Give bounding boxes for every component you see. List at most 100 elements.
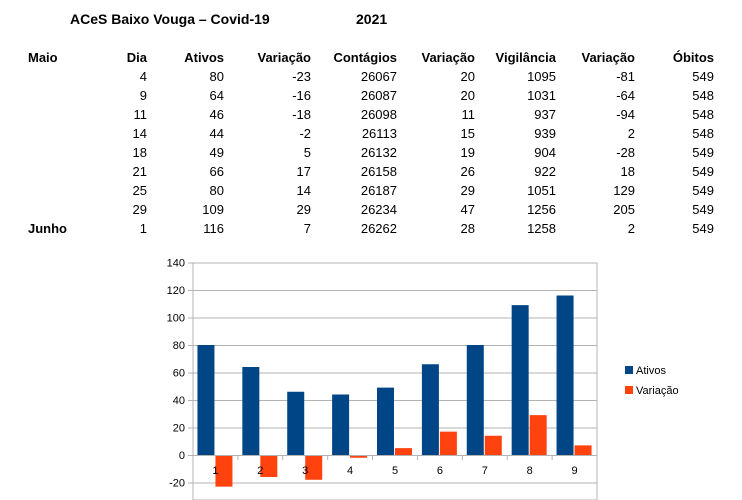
- bar-ativos: [421, 364, 439, 455]
- table-cell: 1051: [527, 183, 556, 198]
- table-cell: 28: [460, 221, 475, 236]
- column-header: Óbitos: [672, 50, 714, 65]
- table-cell: 25: [132, 183, 147, 198]
- x-tick-label: 4: [347, 465, 353, 477]
- data-table: Maio Dia Ativos Variação Contágios Varia…: [28, 48, 714, 238]
- table-cell: 14: [296, 183, 311, 198]
- bar-ativos: [377, 387, 394, 455]
- y-tick-label: 0: [179, 450, 185, 462]
- table-cell: 26187: [360, 183, 397, 198]
- table-cell: 26234: [360, 202, 397, 217]
- table-cell: 129: [613, 183, 635, 198]
- table-cell: 1095: [527, 69, 556, 84]
- x-tick-label: 9: [571, 465, 577, 477]
- table-cell: 26098: [360, 107, 397, 122]
- table-cell: 7: [303, 221, 311, 236]
- table-cell: -23: [292, 69, 311, 84]
- table-row: 14 44 -2 26113 15 939 2 548: [28, 124, 714, 143]
- table-row: 21 66 17 26158 26 922 18 549: [28, 162, 714, 181]
- column-header: Variação: [257, 50, 312, 65]
- table-cell: 18: [620, 164, 635, 179]
- sheet-title: ACeS Baixo Vouga – Covid-19: [70, 11, 270, 27]
- bar-variacao: [215, 455, 233, 487]
- x-tick-label: 5: [392, 465, 398, 477]
- table-cell: -18: [292, 107, 311, 122]
- table-cell: 11: [461, 107, 476, 122]
- x-tick-label: 1: [212, 465, 218, 477]
- table-cell: 26262: [360, 221, 397, 236]
- x-tick-label: 6: [437, 465, 443, 477]
- column-header: Variação: [581, 50, 636, 65]
- table-cell: 1258: [527, 221, 556, 236]
- table-cell: 2: [627, 221, 635, 236]
- table-cell: 1031: [527, 88, 556, 103]
- sheet-year: 2021: [356, 11, 388, 27]
- table-cell: 116: [203, 221, 224, 236]
- table-cell: 549: [692, 221, 714, 236]
- table-cell: 548: [692, 88, 714, 103]
- month-cell: Junho: [28, 221, 67, 236]
- y-tick-label: 60: [173, 368, 185, 380]
- table-row: 18 49 5 26132 19 904 -28 549: [28, 143, 714, 162]
- table-cell: 47: [460, 202, 475, 217]
- table-cell: 109: [202, 202, 224, 217]
- bar-ativos: [287, 391, 305, 455]
- table-cell: 548: [692, 107, 714, 122]
- table-row: Junho 1 116 7 26262 28 1258 2 549: [28, 219, 714, 238]
- y-tick-label: 140: [167, 258, 185, 270]
- table-cell: 18: [132, 145, 147, 160]
- column-header: Variação: [421, 50, 476, 65]
- table-row: 4 80 -23 26067 20 1095 -81 549: [28, 67, 714, 86]
- legend-swatch: [625, 366, 633, 374]
- table-cell: 4: [139, 69, 147, 84]
- y-tick-label: 40: [173, 395, 185, 407]
- table-cell: 939: [534, 126, 556, 141]
- table-cell: 922: [534, 164, 556, 179]
- table-cell: 66: [209, 164, 224, 179]
- column-header: Vigilância: [495, 50, 556, 65]
- legend-swatch: [625, 386, 633, 394]
- table-cell: 549: [692, 145, 714, 160]
- bar-variacao: [529, 415, 547, 455]
- table-cell: 26158: [360, 164, 397, 179]
- table-cell: 20: [460, 88, 475, 103]
- x-tick-label: 3: [302, 465, 308, 477]
- table-cell: -28: [616, 145, 635, 160]
- y-tick-label: 20: [173, 423, 185, 435]
- bar-ativos: [197, 345, 215, 455]
- table-cell: -94: [616, 107, 635, 122]
- table-cell: 49: [209, 145, 224, 160]
- table-cell: 549: [692, 183, 714, 198]
- table-cell: 9: [139, 88, 147, 103]
- table-row: 11 46 -18 26098 11 937 -94 548: [28, 105, 715, 124]
- table-cell: -81: [616, 69, 635, 84]
- x-tick-label: 2: [257, 465, 263, 477]
- table-cell: 46: [209, 107, 224, 122]
- table-cell: 5: [303, 145, 311, 160]
- bar-variacao: [484, 435, 502, 455]
- legend-label: Ativos: [636, 365, 666, 377]
- table-cell: 21: [132, 164, 147, 179]
- table-cell: 19: [460, 145, 475, 160]
- table-cell: 20: [460, 69, 475, 84]
- legend-label: Variação: [636, 385, 679, 397]
- table-cell: 205: [613, 202, 635, 217]
- table-cell: 1: [139, 221, 147, 236]
- y-tick-label: -20: [169, 478, 185, 490]
- bar-variacao: [439, 431, 457, 455]
- table-header-row: Maio Dia Ativos Variação Contágios Varia…: [28, 48, 714, 67]
- x-tick-label: 7: [482, 465, 488, 477]
- bar-ativos: [466, 345, 484, 455]
- table-cell: 26087: [360, 88, 397, 103]
- table-cell: -16: [292, 88, 311, 103]
- table-cell: 29: [132, 202, 147, 217]
- table-cell: 14: [132, 126, 147, 141]
- column-header: Maio: [28, 50, 58, 65]
- table-row: 29 109 29 26234 47 1256 205 549: [28, 200, 714, 219]
- table-cell: 549: [692, 164, 714, 179]
- table-cell: 1256: [527, 202, 556, 217]
- bar-ativos: [242, 367, 260, 455]
- table-cell: 26: [460, 164, 475, 179]
- x-tick-label: 8: [527, 465, 533, 477]
